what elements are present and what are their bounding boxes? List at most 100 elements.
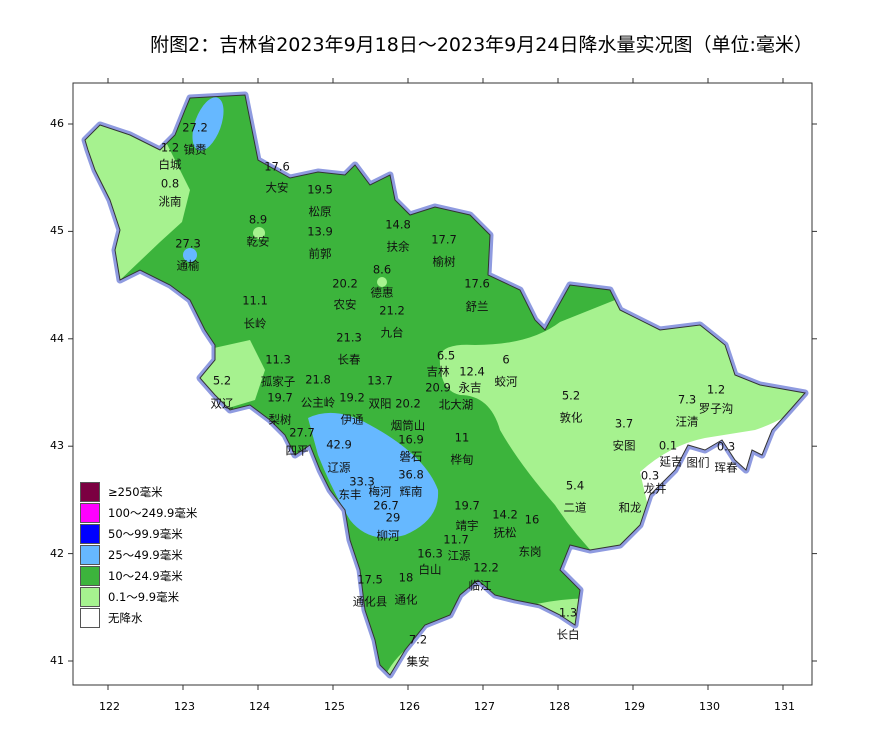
station-value: 7.2	[408, 632, 428, 647]
lon-tick-label: 126	[399, 700, 420, 713]
station-value: 11.3	[265, 352, 291, 367]
station-value: 5.2	[212, 373, 232, 388]
station-value: 19.5	[307, 182, 333, 197]
legend-item: ≥250毫米	[80, 481, 197, 502]
lon-tick-label: 125	[324, 700, 345, 713]
station-value: 1.2	[706, 382, 726, 397]
station-name: 梅河	[368, 484, 392, 499]
station-name: 长白	[556, 627, 580, 642]
station-name: 珲春	[714, 460, 738, 475]
station-value: 13.9	[307, 224, 333, 239]
legend-swatch	[80, 586, 100, 607]
station-name: 靖宇	[455, 518, 479, 533]
station-value: 17.6	[264, 159, 290, 174]
station-name: 辉南	[399, 484, 423, 499]
legend-label: 0.1～9.9毫米	[108, 589, 180, 604]
station-name: 临江	[468, 578, 492, 593]
station-name: 图们	[686, 455, 710, 470]
station-value: 21.8	[305, 372, 331, 387]
station-name: 汪清	[675, 414, 699, 429]
station-name: 东岗	[518, 544, 542, 559]
station-value: 16.9	[398, 432, 424, 447]
station-value: 16	[524, 512, 540, 527]
station-name: 二道	[563, 500, 587, 515]
legend-swatch	[80, 523, 100, 544]
station-value: 0.1	[658, 438, 678, 453]
station-value: 13.7	[367, 373, 393, 388]
station-value: 42.9	[326, 437, 352, 452]
station-name: 吉林	[426, 364, 450, 379]
lon-tick-label: 129	[624, 700, 645, 713]
station-value: 27.2	[182, 120, 208, 135]
station-name: 敦化	[559, 410, 583, 425]
station-value: 11	[454, 430, 470, 445]
station-value: 6	[502, 352, 510, 367]
area-25-49.9-south	[308, 412, 439, 538]
legend-swatch	[80, 607, 100, 628]
station-name: 双阳	[368, 396, 392, 411]
legend-label: 无降水	[108, 610, 143, 625]
lat-tick-label: 43	[50, 439, 64, 453]
lon-tick-label: 124	[249, 700, 270, 713]
legend-swatch	[80, 565, 100, 586]
station-name: 集安	[406, 654, 430, 669]
station-value: 21.3	[336, 330, 362, 345]
station-value: 1.3	[558, 605, 578, 620]
lon-tick-label: 130	[699, 700, 720, 713]
station-name: 镇赉	[183, 142, 207, 157]
station-name: 江源	[447, 548, 471, 563]
station-value: 3.7	[614, 416, 634, 431]
lat-tick-label: 46	[50, 117, 64, 130]
station-name: 柳河	[376, 528, 400, 543]
station-name: 通化县	[352, 594, 388, 609]
station-value: 17.7	[431, 232, 457, 247]
station-name: 通榆	[176, 258, 200, 273]
station-name: 扶余	[386, 239, 410, 254]
station-name: 龙井	[643, 481, 667, 496]
lon-tick-label: 127	[474, 700, 495, 713]
legend-label: 10～24.9毫米	[108, 568, 183, 583]
station-value: 5.4	[565, 478, 585, 493]
station-name: 洮南	[158, 194, 182, 209]
station-value: 5.2	[561, 388, 581, 403]
station-name: 前郭	[308, 246, 332, 261]
station-name: 松原	[308, 204, 332, 219]
station-name: 磐石	[399, 449, 423, 464]
station-name: 北大湖	[438, 397, 474, 412]
legend-swatch	[80, 502, 100, 523]
legend: ≥250毫米 100～249.9毫米 50～99.9毫米 25～49.9毫米 10～24…	[80, 481, 197, 628]
station-value: 0.3	[716, 439, 736, 454]
station-value: 27.7	[289, 425, 315, 440]
station-name: 大安	[265, 180, 289, 195]
station-name: 梨树	[268, 412, 292, 427]
station-value: 8.9	[248, 212, 268, 227]
station-value: 6.5	[436, 348, 456, 363]
map-frame	[72, 82, 813, 686]
station-name: 四平	[285, 443, 309, 458]
station-name: 东丰	[338, 487, 362, 502]
station-value: 14.8	[385, 217, 411, 232]
station-name: 安图	[612, 438, 636, 453]
legend-swatch	[80, 481, 100, 502]
lat-tick-label: 42	[50, 546, 64, 560]
station-value: 21.2	[379, 303, 405, 318]
station-name: 双辽	[210, 396, 234, 411]
lat-tick-label: 44	[50, 331, 64, 345]
station-name: 白城	[158, 157, 182, 172]
legend-label: 100～249.9毫米	[108, 505, 198, 520]
station-value: 12.4	[459, 364, 485, 379]
lat-tick-label: 41	[50, 654, 64, 667]
station-value: 0.3	[640, 467, 660, 482]
station-name: 舒兰	[465, 299, 489, 314]
station-value: 14.2	[492, 507, 518, 522]
lon-tick-label: 122	[99, 700, 120, 713]
axis-ticks	[68, 78, 817, 690]
station-name: 长岭	[243, 316, 267, 331]
station-value: 16.3	[417, 545, 443, 560]
station-name: 长春	[337, 352, 361, 367]
lon-tick-label: 131	[774, 700, 795, 713]
station-name: 榆树	[432, 254, 456, 269]
station-name: 蛟河	[494, 374, 518, 389]
area-25-49.9-zhenlai	[192, 97, 224, 151]
